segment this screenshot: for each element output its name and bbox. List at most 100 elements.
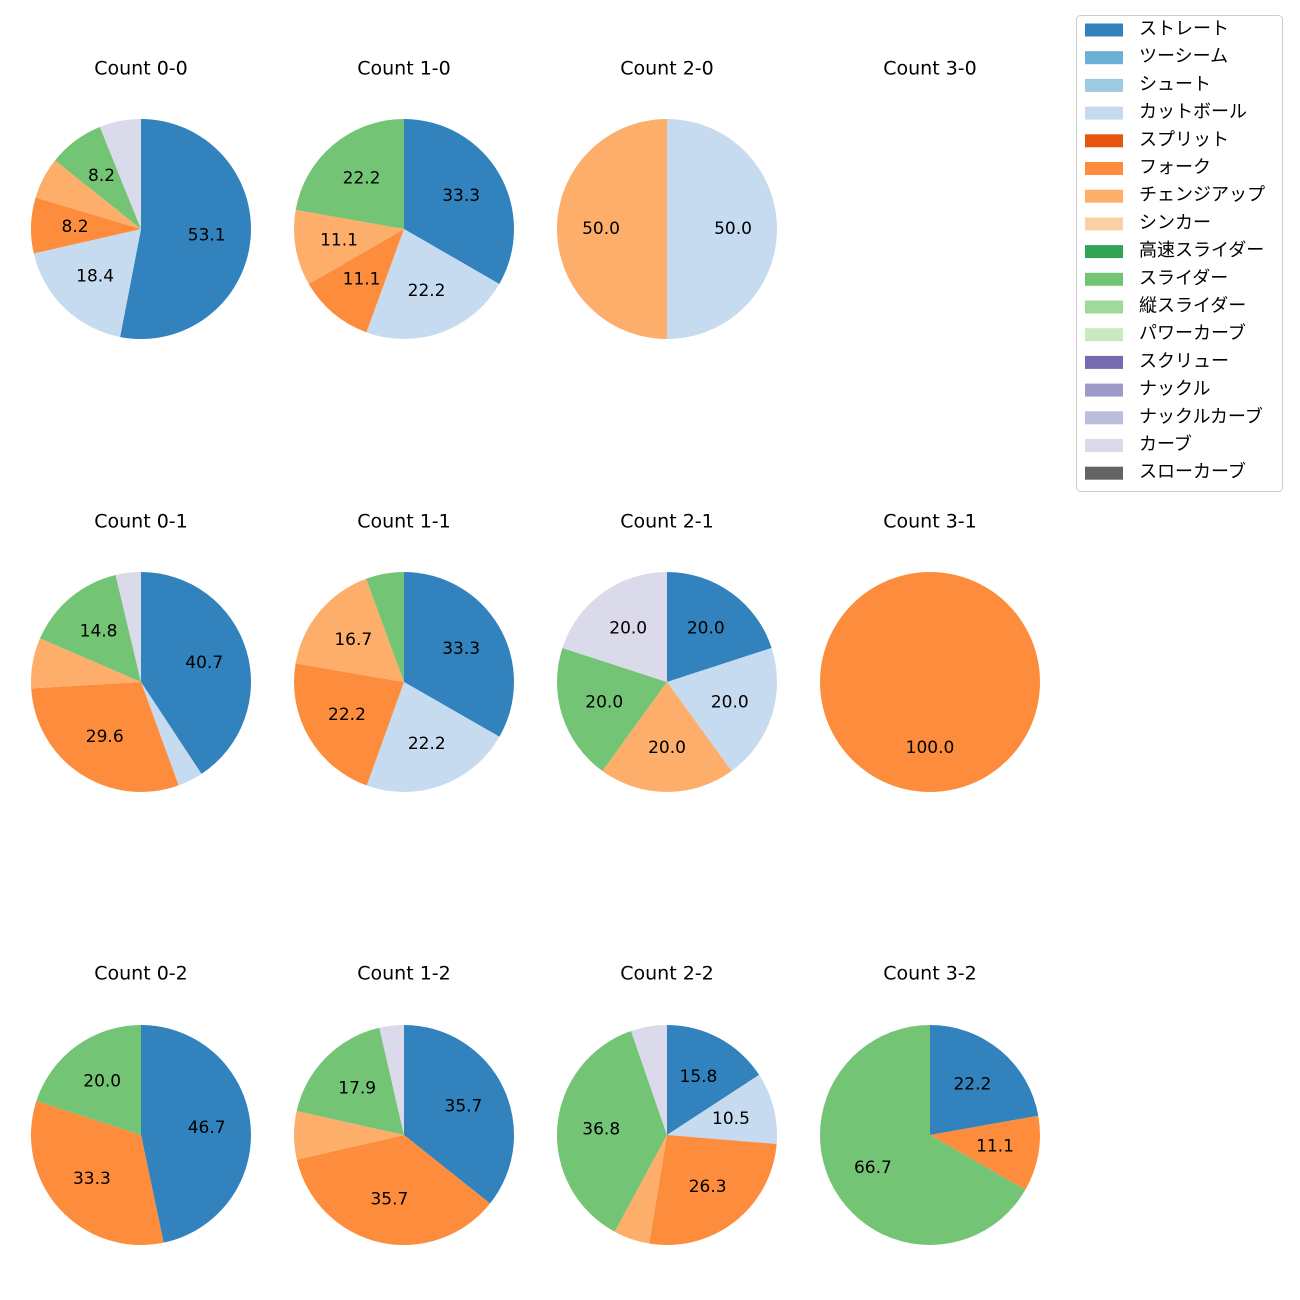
slice-label: 50.0 bbox=[582, 219, 620, 239]
legend-item: スライダー bbox=[1085, 268, 1228, 289]
slice-label: 33.3 bbox=[73, 1169, 111, 1189]
pie-chart: Count 0-0 53.1 18.4 8.2 8.2 bbox=[30, 58, 252, 340]
slice-label: 35.7 bbox=[445, 1096, 483, 1116]
pie-title: Count 2-1 bbox=[620, 511, 714, 533]
pie-chart: Count 2-1 20.0 20.0 20.0 20.0 20.0 bbox=[556, 511, 778, 793]
pie-chart: Count 0-1 40.7 29.6 14.8 bbox=[31, 511, 251, 793]
slice-label: 8.2 bbox=[88, 166, 115, 186]
pie-slice bbox=[404, 119, 514, 284]
slice-label: 66.7 bbox=[854, 1158, 892, 1178]
legend-swatch bbox=[1085, 439, 1123, 452]
legend-swatch bbox=[1085, 383, 1123, 397]
slice-label: 50.0 bbox=[714, 219, 752, 239]
legend: ストレートツーシームシュートカットボールスプリットフォークチェンジアップシンカー… bbox=[1076, 15, 1283, 492]
legend-item: カットボール bbox=[1085, 102, 1247, 123]
pie-slice bbox=[36, 1025, 141, 1135]
legend-swatch bbox=[1085, 217, 1123, 231]
legend-label: フォーク bbox=[1139, 157, 1211, 178]
legend-label: ストレート bbox=[1139, 19, 1229, 40]
legend-item: チェンジアップ bbox=[1085, 185, 1265, 206]
pie-slice bbox=[366, 682, 500, 793]
slice-label: 22.2 bbox=[953, 1074, 991, 1094]
slice-label: 8.2 bbox=[62, 217, 89, 237]
pie-slice bbox=[930, 1025, 1039, 1135]
pie-slice bbox=[649, 1135, 777, 1246]
pie-chart: Count 3-1 100.0 bbox=[820, 511, 1040, 792]
legend-item: ストレート bbox=[1085, 19, 1229, 40]
pie-slice bbox=[296, 1135, 491, 1246]
legend-item: スクリュー bbox=[1085, 351, 1229, 372]
pie-slice bbox=[295, 578, 404, 682]
pie-chart: Count 2-2 15.8 10.5 26.3 36.8 bbox=[556, 963, 777, 1246]
pie-slice bbox=[293, 209, 404, 284]
pie-slice bbox=[293, 1111, 404, 1160]
legend-label: ナックル bbox=[1139, 379, 1210, 400]
pie-slice bbox=[631, 1025, 667, 1135]
pie-chart: Count 3-2 22.2 11.1 66.7 bbox=[820, 963, 1040, 1245]
pie-slice bbox=[667, 119, 777, 339]
pie-title: Count 1-1 bbox=[357, 511, 451, 533]
slice-label: 100.0 bbox=[906, 738, 955, 758]
pie-slice bbox=[667, 572, 772, 682]
legend-swatch bbox=[1085, 51, 1123, 65]
legend-swatch bbox=[1085, 189, 1123, 203]
pie-slice bbox=[35, 160, 141, 229]
pie-chart: Count 1-0 33.3 22.2 11.1 11.1 22.2 bbox=[293, 58, 514, 340]
slice-label: 33.3 bbox=[442, 186, 480, 206]
pie-slice bbox=[404, 572, 515, 737]
legend-frame bbox=[1076, 15, 1283, 492]
legend-item: ナックル bbox=[1085, 379, 1210, 400]
legend-swatch bbox=[1085, 272, 1123, 286]
pie-slice bbox=[930, 1115, 1040, 1190]
pie-chart: Count 0-2 46.7 33.3 20.0 bbox=[30, 963, 251, 1245]
pie-slice bbox=[294, 663, 404, 786]
slice-label: 40.7 bbox=[185, 653, 223, 673]
legend-swatch bbox=[1085, 245, 1123, 259]
legend-swatch bbox=[1085, 23, 1123, 37]
pie-chart: Count 1-1 33.3 22.2 22.2 16.7 bbox=[294, 511, 515, 793]
slice-label: 46.7 bbox=[188, 1118, 226, 1138]
pie-title: Count 0-0 bbox=[94, 58, 188, 80]
slice-label: 11.1 bbox=[976, 1136, 1014, 1156]
legend-swatch bbox=[1085, 106, 1123, 120]
pie-slice bbox=[667, 648, 778, 771]
pie-slice bbox=[30, 197, 142, 254]
legend-label: スローカーブ bbox=[1139, 461, 1246, 483]
pie-slice bbox=[602, 682, 732, 793]
pie-slice bbox=[557, 119, 667, 339]
pie-slice bbox=[667, 1074, 777, 1144]
pie-title: Count 3-1 bbox=[883, 511, 977, 533]
pie-slice bbox=[366, 229, 500, 340]
pie-slice bbox=[296, 1027, 404, 1135]
legend-label: チェンジアップ bbox=[1139, 185, 1265, 206]
pie-slice bbox=[141, 682, 202, 786]
pie-slice bbox=[99, 119, 141, 229]
slice-label: 22.2 bbox=[408, 734, 446, 754]
pie-slice bbox=[141, 572, 251, 774]
legend-label: 縦スライダー bbox=[1139, 296, 1246, 317]
pie-slice bbox=[562, 572, 667, 682]
slice-label: 14.8 bbox=[80, 621, 118, 641]
slice-label: 33.3 bbox=[442, 639, 480, 659]
legend-item: ナックルカーブ bbox=[1085, 405, 1263, 427]
legend-item: スローカーブ bbox=[1085, 461, 1246, 483]
pie-chart: Count 2-0 50.0 50.0 bbox=[557, 58, 777, 339]
pie-slice bbox=[667, 1025, 760, 1135]
pie-slice bbox=[40, 574, 141, 682]
pie-chart: Count 3-0 bbox=[883, 58, 977, 80]
slice-label: 36.8 bbox=[582, 1120, 620, 1140]
slice-label: 18.4 bbox=[76, 266, 114, 286]
legend-label: スクリュー bbox=[1139, 351, 1229, 372]
slice-label: 22.2 bbox=[328, 705, 366, 725]
pie-slice bbox=[141, 1025, 251, 1243]
legend-swatch bbox=[1085, 300, 1123, 314]
pie-slice bbox=[404, 1025, 514, 1204]
pie-slice bbox=[614, 1135, 667, 1244]
pie-title: Count 2-2 bbox=[620, 963, 714, 985]
legend-label: カーブ bbox=[1139, 433, 1192, 455]
legend-label: シンカー bbox=[1139, 212, 1211, 233]
slice-label: 10.5 bbox=[712, 1109, 750, 1129]
legend-item: シュート bbox=[1085, 74, 1211, 95]
pie-slice bbox=[556, 648, 667, 771]
